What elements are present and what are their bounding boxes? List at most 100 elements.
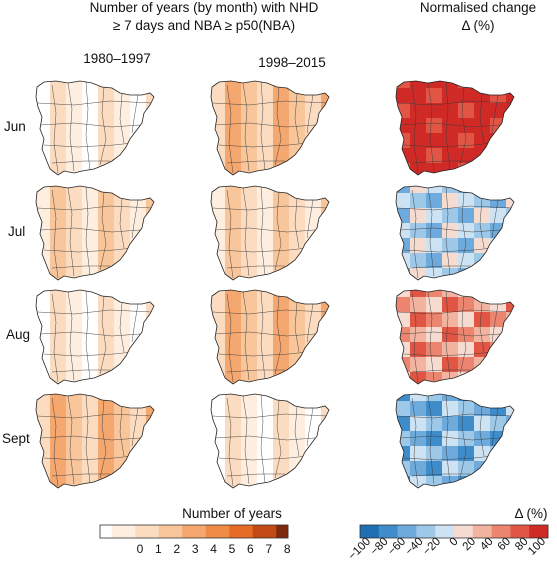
province-cell [273,290,289,297]
province-cell [211,461,225,476]
province-cell [490,461,506,476]
province-cell [458,178,474,193]
province-cell [211,223,225,238]
legend-change-title: Δ (%) [514,506,547,521]
province-cell [474,476,490,488]
province-cell [410,253,426,268]
province-cell [305,372,321,384]
province-cell [442,253,458,268]
iberia-outline [210,393,330,489]
province-cell [474,186,490,193]
province-cell [211,416,225,431]
province-cell [257,357,273,372]
province-cell [82,223,98,238]
province-cell [98,312,114,327]
province-cell [321,253,329,268]
map-jun-2 [395,80,522,193]
province-cell [458,163,474,175]
province-cell [321,148,329,163]
province-cell [474,148,490,163]
province-cell [474,103,490,118]
province-cell [506,193,514,208]
province-cell [146,491,162,506]
legend-years-cell [170,525,183,538]
province-cell [98,446,114,461]
province-cell [506,118,514,133]
province-cell [490,178,506,193]
province-cell [82,401,98,416]
iberia-outline [210,289,330,385]
province-cell [66,238,82,253]
province-cell [458,297,474,312]
province-cell [396,446,410,461]
province-cell [321,268,329,280]
province-cell [50,491,66,506]
province-cell [321,283,337,298]
province-cell [490,416,506,431]
province-cell [506,208,514,223]
province-cell [474,387,490,402]
province-cell [66,148,82,163]
province-cell [305,283,321,298]
province-cell [426,193,442,208]
province-cell [98,253,114,268]
province-cell [321,208,329,223]
province-cell [225,118,241,133]
legend-years-cell [158,525,171,538]
province-cell [458,394,474,401]
iberia-outline [210,185,330,281]
province-cell [474,372,490,384]
province-cell [36,446,50,461]
province-cell [66,431,82,446]
province-cell [289,431,305,446]
map-jul-1 [210,185,337,298]
province-cell [241,290,257,297]
province-cell [66,416,82,431]
province-cell [321,401,329,416]
province-cell [458,401,474,416]
province-cell [50,394,66,401]
province-cell [426,461,442,476]
province-cell [474,416,490,431]
province-cell [490,290,506,297]
province-cell [305,186,321,193]
province-cell [396,268,410,280]
province-cell [442,148,458,163]
province-cell [50,81,66,88]
province-cell [225,223,241,238]
province-cell [130,312,146,327]
province-cell [114,133,130,148]
province-cell [458,186,474,193]
province-cell [82,118,98,133]
province-cell [98,133,114,148]
province-cell [442,297,458,312]
province-cell [273,118,289,133]
province-cell [36,186,50,193]
province-cell [146,238,154,253]
province-cell [114,342,130,357]
province-cell [442,223,458,238]
province-cell [257,133,273,148]
province-cell [225,327,241,342]
province-cell [396,133,410,148]
province-cell [442,88,458,103]
legend-change-cell [491,525,511,538]
province-cell [458,461,474,476]
legend-years-tick: 8 [284,542,291,556]
province-cell [130,372,146,384]
province-cell [321,178,337,193]
province-cell [458,416,474,431]
province-cell [82,357,98,372]
province-cell [257,491,273,506]
province-cell [273,461,289,476]
province-cell [410,193,426,208]
iberia-outline [35,289,155,385]
province-cell [474,342,490,357]
province-cell [257,186,273,193]
province-cell [211,103,225,118]
province-cell [410,88,426,103]
legend-change-frame [359,524,549,539]
province-cell [241,342,257,357]
province-cell [506,178,522,193]
province-cell [289,312,305,327]
